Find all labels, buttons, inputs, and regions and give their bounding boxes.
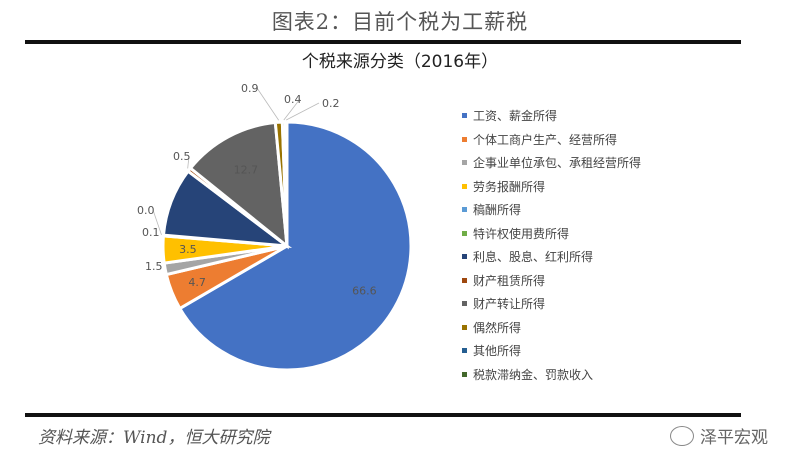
legend-swatch	[462, 113, 467, 119]
legend-item: 财产转让所得	[462, 292, 641, 316]
leader-line	[187, 155, 190, 169]
legend-label: 个体工商户生产、经营所得	[473, 132, 618, 147]
legend-label: 企事业单位承包、承租经营所得	[473, 156, 642, 171]
data-label: 0.1	[142, 226, 160, 239]
legend-item: 工资、薪金所得	[462, 104, 641, 128]
legend-swatch	[462, 136, 467, 142]
legend-label: 其他所得	[473, 344, 522, 359]
legend-item: 利息、股息、红利所得	[462, 245, 641, 269]
legend-label: 工资、薪金所得	[473, 109, 558, 124]
data-label: 0.0	[137, 204, 155, 217]
watermark: 泽平宏观	[670, 423, 768, 448]
data-label: 3.5	[179, 243, 197, 256]
legend-swatch	[462, 348, 467, 354]
legend-label: 财产转让所得	[473, 297, 546, 312]
bottom-rule	[25, 413, 741, 417]
legend-label: 税款滞纳金、罚款收入	[473, 367, 594, 382]
legend-item: 劳务报酬所得	[462, 175, 641, 199]
top-rule	[25, 40, 741, 44]
leader-line	[152, 209, 162, 236]
figure-title: 图表2：目前个税为工薪税	[271, 10, 529, 34]
watermark-text: 泽平宏观	[700, 428, 768, 448]
pie-slice	[177, 120, 413, 372]
pie-slice-group: 66.6	[177, 120, 413, 372]
legend-swatch	[462, 324, 467, 330]
legend-item: 财产租赁所得	[462, 269, 641, 293]
legend-swatch	[462, 301, 467, 307]
data-label: 0.5	[173, 150, 191, 163]
legend-label: 偶然所得	[473, 320, 522, 335]
chart-title: 个税来源分类（2016年）	[301, 52, 499, 72]
leader-line	[256, 87, 280, 121]
legend-swatch	[462, 160, 467, 166]
legend-swatch	[462, 207, 467, 213]
legend-item: 其他所得	[462, 339, 641, 363]
legend-swatch	[462, 183, 467, 189]
legend-label: 财产租赁所得	[473, 273, 546, 288]
leader-line	[283, 98, 301, 121]
legend-swatch	[462, 371, 467, 377]
legend-swatch	[462, 277, 467, 283]
legend-item: 稿酬所得	[462, 198, 641, 222]
legend-swatch	[462, 230, 467, 236]
legend-item: 特许权使用费所得	[462, 222, 641, 246]
legend-swatch	[462, 254, 467, 260]
legend-label: 稿酬所得	[473, 203, 522, 218]
data-label: 66.6	[352, 284, 377, 297]
pie-slice-group: 0.2	[283, 97, 340, 247]
source-note: 资料来源：Wind，恒大研究院	[38, 428, 270, 448]
legend-item: 企事业单位承包、承租经营所得	[462, 151, 641, 175]
pie-slice	[283, 120, 289, 247]
legend: 工资、薪金所得个体工商户生产、经营所得企事业单位承包、承租经营所得 劳务报酬所得稿…	[462, 104, 641, 386]
legend-item: 偶然所得	[462, 316, 641, 340]
legend-item: 个体工商户生产、经营所得	[462, 128, 641, 152]
data-label: 0.4	[284, 93, 302, 106]
pie-slice	[188, 120, 289, 250]
data-label: 4.7	[188, 276, 206, 289]
leader-line	[286, 102, 320, 121]
data-label: 0.9	[241, 82, 259, 95]
legend-label: 利息、股息、红利所得	[473, 250, 594, 265]
data-label: 1.5	[145, 260, 163, 273]
data-label: 0.2	[322, 97, 340, 110]
legend-label: 特许权使用费所得	[473, 226, 570, 241]
legend-item: 税款滞纳金、罚款收入	[462, 363, 641, 387]
legend-label: 劳务报酬所得	[473, 179, 546, 194]
pie-slice-group: 0.0	[137, 204, 162, 236]
wechat-icon	[670, 425, 694, 446]
data-label: 12.7	[234, 164, 259, 177]
pie-slice-group: 12.7	[188, 120, 289, 250]
